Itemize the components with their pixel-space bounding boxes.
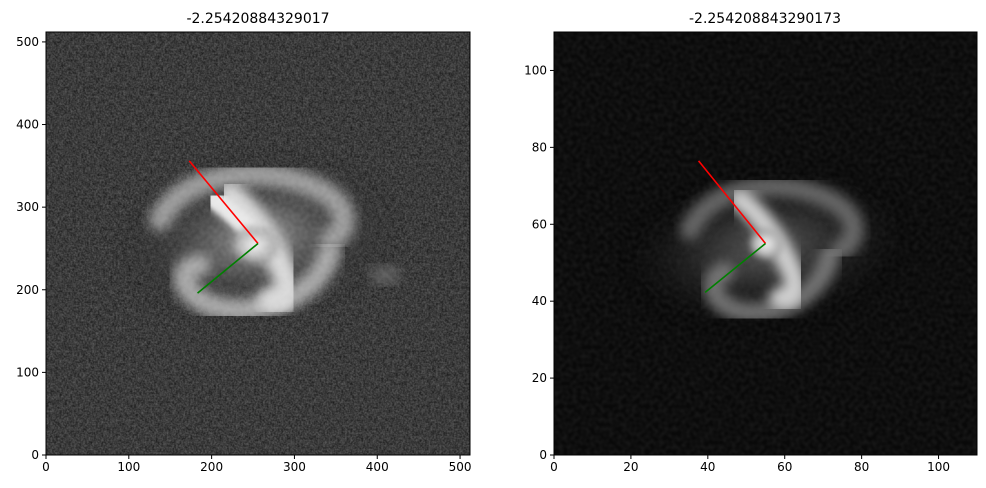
right-title: -2.254208843290173 xyxy=(689,11,841,27)
right-y-tick-label: 80 xyxy=(532,140,547,154)
left-x-tick-label: 500 xyxy=(449,460,472,474)
left-y-tick-label: 500 xyxy=(16,35,39,49)
right-axis-line-red xyxy=(697,160,767,245)
left-title: -2.25420884329017 xyxy=(186,11,329,27)
left-panel: 0 100 200 300 400 500 0 100 200 300 400 500 -2.2542… xyxy=(16,11,471,474)
right-galaxy-image xyxy=(554,32,977,455)
right-x-tick-label: 40 xyxy=(700,460,715,474)
right-x-tick-label: 0 xyxy=(550,460,558,474)
right-y-tick-label: 100 xyxy=(524,63,547,77)
left-axes-frame xyxy=(45,31,471,456)
left-y-tick-label: 300 xyxy=(16,200,39,214)
right-axes-frame xyxy=(553,31,978,456)
left-y-tick-label: 200 xyxy=(16,283,39,297)
left-y-tick-label: 100 xyxy=(16,365,39,379)
left-galaxy-image xyxy=(46,32,470,455)
left-axis-line-red xyxy=(188,160,259,245)
right-x-tick-label: 20 xyxy=(623,460,638,474)
right-panel: 0 20 40 60 80 100 0 20 40 60 80 100 -2.254208843290… xyxy=(524,11,978,474)
left-y-tick-label: 400 xyxy=(16,118,39,132)
left-axis-line-green xyxy=(197,242,259,294)
left-x-tick-label: 100 xyxy=(117,460,140,474)
left-x-tick-label: 300 xyxy=(283,460,306,474)
right-x-tick-label: 80 xyxy=(854,460,869,474)
left-x-tick-label: 200 xyxy=(200,460,223,474)
right-y-tick-label: 60 xyxy=(532,217,547,231)
right-axis-line-green xyxy=(704,242,767,293)
left-x-tick-label: 400 xyxy=(366,460,389,474)
right-x-tick-label: 100 xyxy=(927,460,950,474)
left-x-tick-label: 0 xyxy=(42,460,50,474)
right-x-tick-label: 60 xyxy=(777,460,792,474)
right-y-tick-label: 40 xyxy=(532,294,547,308)
right-y-tick-label: 20 xyxy=(532,371,547,385)
left-y-tick-label: 0 xyxy=(31,448,39,462)
right-y-tick-label: 0 xyxy=(539,448,547,462)
